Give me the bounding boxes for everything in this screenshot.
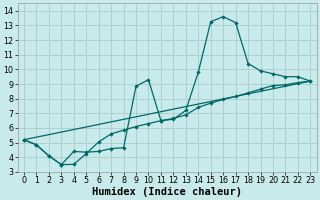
X-axis label: Humidex (Indice chaleur): Humidex (Indice chaleur) <box>92 186 242 197</box>
